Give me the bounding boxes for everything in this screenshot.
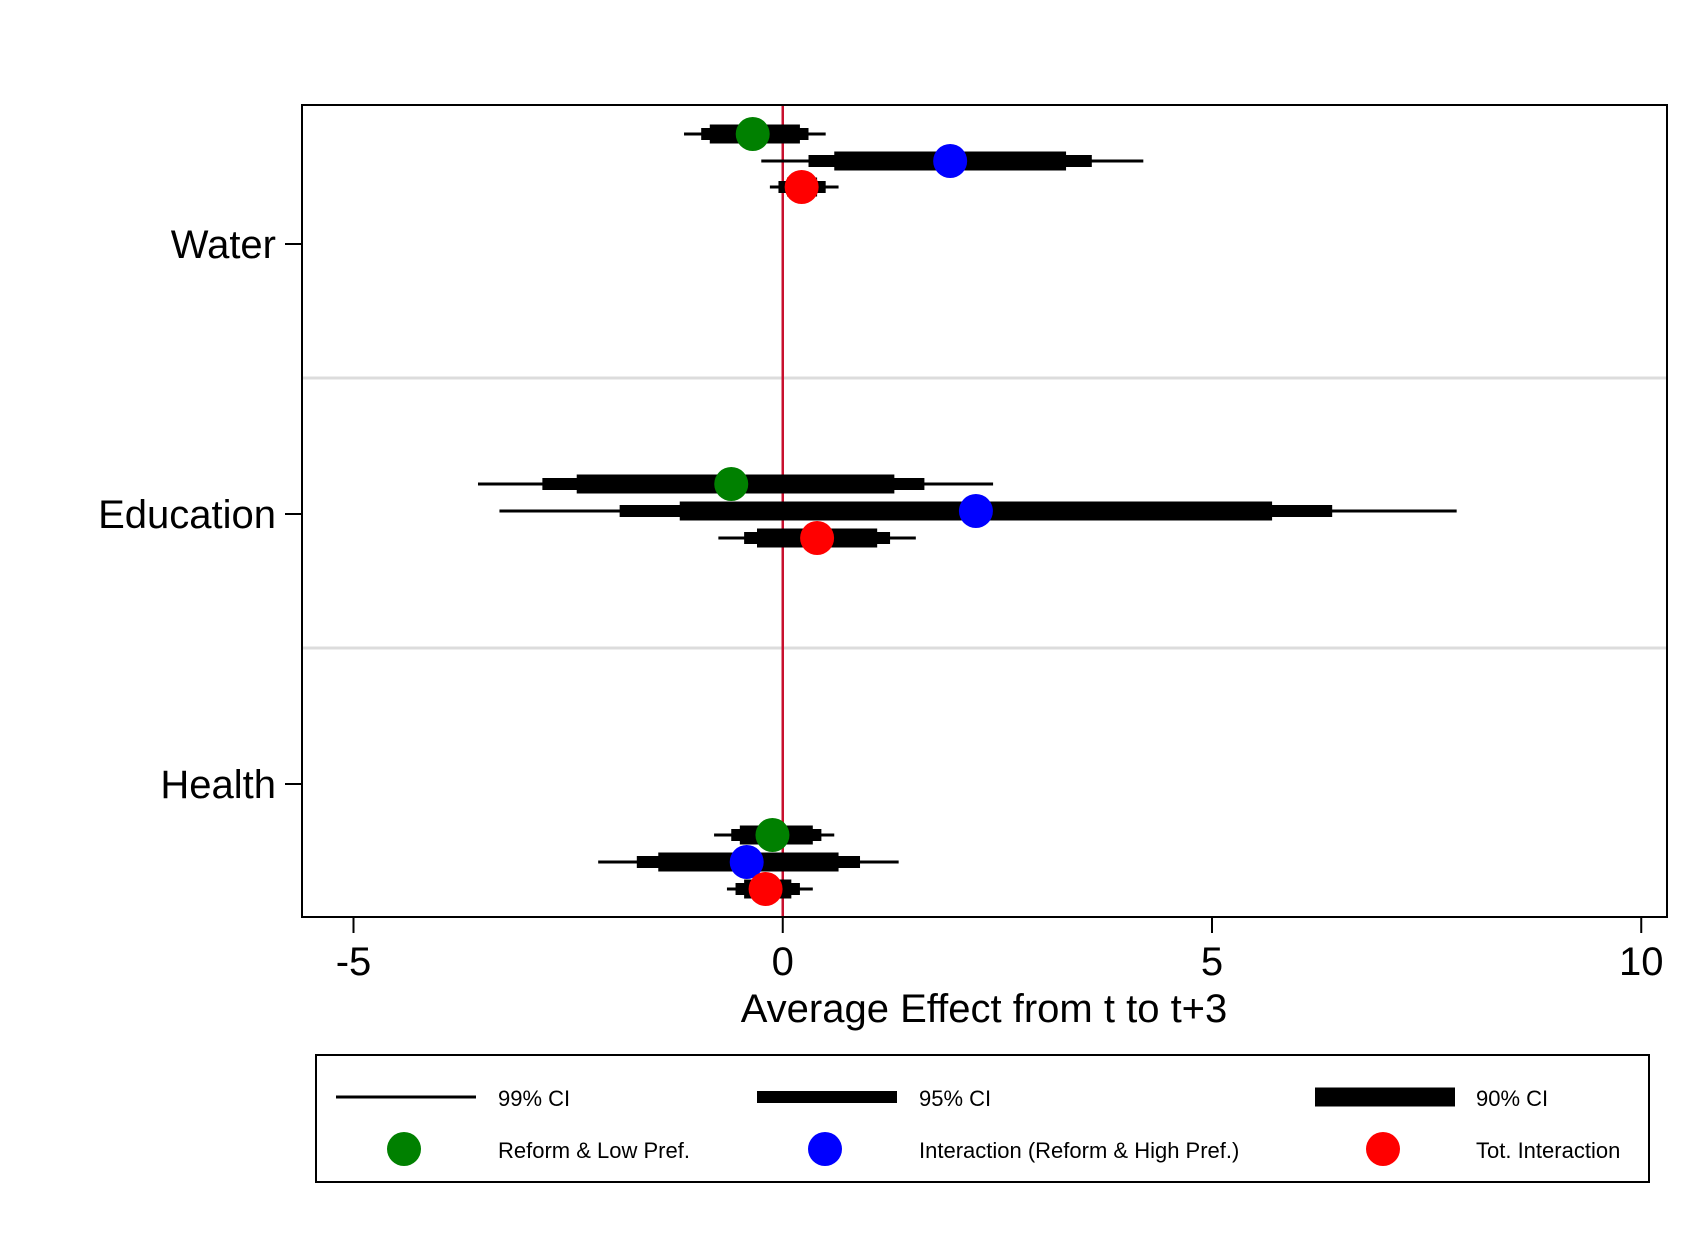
chart-marks [477,117,1457,906]
x-tick-label: 0 [772,940,794,984]
legend-ci-label: 95% CI [919,1086,991,1111]
point-estimate [735,117,770,151]
point-estimate [784,170,819,204]
point-estimate [714,467,749,501]
legend-ci-label: 99% CI [498,1086,570,1111]
point-estimate [800,521,835,555]
legend-series-marker [1366,1132,1400,1166]
y-axis: Water Education Health [98,223,302,807]
legend-series-label: Reform & Low Pref. [498,1138,690,1163]
group-separators [302,376,1667,650]
point-estimate [748,872,783,906]
legend-series-marker [387,1132,421,1166]
y-tick-label: Water [171,223,276,267]
y-tick-label: Health [160,763,276,807]
legend-box [315,1054,1650,1183]
legend-series-label: Interaction (Reform & High Pref.) [919,1138,1239,1163]
point-estimate [755,818,790,852]
x-tick-label: -5 [336,940,372,984]
legend-series-marker [808,1132,842,1166]
point-estimate [958,494,993,528]
x-tick-label: 5 [1201,940,1223,984]
legend-ci-label: 90% CI [1476,1086,1548,1111]
x-tick-label: 10 [1619,940,1664,984]
point-estimate [933,144,968,178]
legend-series-label: Tot. Interaction [1476,1138,1620,1163]
x-axis: -5 0 5 10 [336,917,1664,984]
legend: 99% CI 95% CI 90% CI Reform & Low Pref. Inte… [336,1086,1620,1166]
plot-frame [301,104,1668,918]
x-axis-label: Average Effect from t to t+3 [741,987,1228,1031]
y-tick-label: Education [98,493,276,537]
point-estimate [729,845,764,879]
